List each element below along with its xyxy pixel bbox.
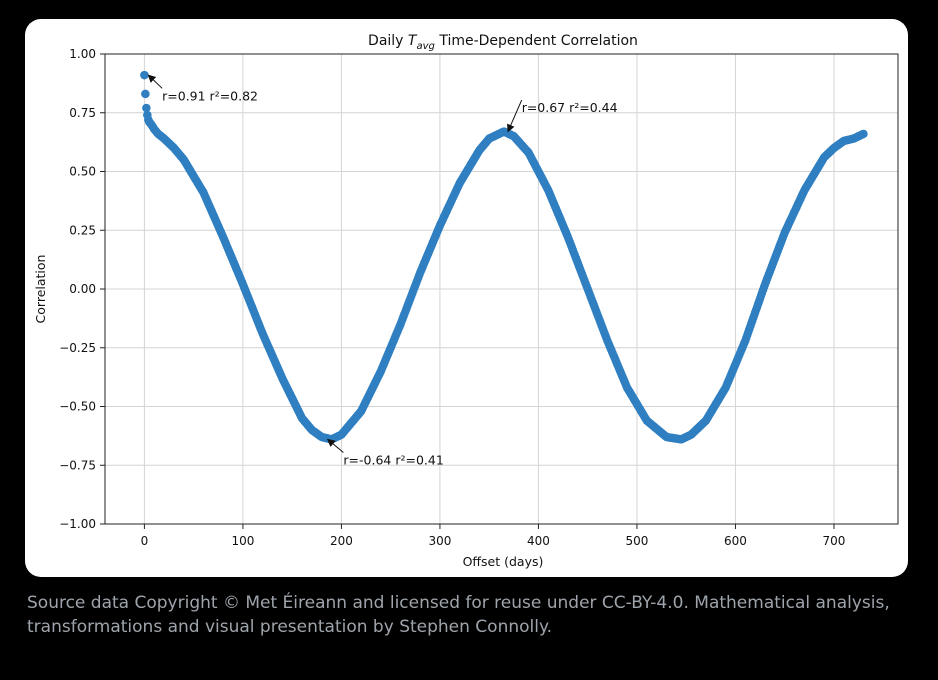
chart-title-suffix: Time-Dependent Correlation xyxy=(435,33,638,49)
source-caption: Source data Copyright © Met Éireann and … xyxy=(27,593,890,637)
x-tick-label: 300 xyxy=(428,534,451,548)
data-point xyxy=(141,89,150,99)
tick-layer: 0 100 200 300 400 500 600 700 −1.00 −0.75 −0.50 −0.… xyxy=(59,47,845,548)
chart-title-prefix: Daily xyxy=(368,33,408,49)
annotation-arrow xyxy=(507,99,523,133)
chart-title-sub: avg xyxy=(416,41,434,52)
y-tick-label: −1.00 xyxy=(59,517,96,531)
correlation-chart: Daily Tavg Time-Dependent Correlation r=… xyxy=(33,33,899,569)
x-axis-label: Offset (days) xyxy=(463,554,544,569)
grid-layer xyxy=(105,53,898,525)
chart-card: Daily Tavg Time-Dependent Correlation r=… xyxy=(25,19,908,577)
annotation-layer: r=0.91 r²=0.82 r=0.67 r²=0.44 r=-0.64 r²=0… xyxy=(147,74,618,468)
y-tick-label: −0.50 xyxy=(59,400,96,414)
y-tick-label: −0.25 xyxy=(59,341,96,355)
annotation-label: r=-0.64 r²=0.41 xyxy=(343,453,443,468)
data-layer xyxy=(140,70,868,444)
y-tick-label: −0.75 xyxy=(59,458,96,472)
annotation-label: r=0.67 r²=0.44 xyxy=(522,100,618,115)
x-tick-label: 500 xyxy=(625,534,648,548)
data-point xyxy=(142,103,151,113)
data-point xyxy=(145,117,154,127)
y-tick-label: 0.50 xyxy=(69,165,96,179)
x-tick-label: 700 xyxy=(823,534,846,548)
x-tick-label: 0 xyxy=(141,534,149,548)
x-tick-label: 400 xyxy=(527,534,550,548)
x-tick-label: 600 xyxy=(724,534,747,548)
annotation-arrow xyxy=(147,74,163,89)
x-tick-label: 100 xyxy=(231,534,254,548)
y-tick-label: 0.00 xyxy=(69,282,96,296)
annotation-label: r=0.91 r²=0.82 xyxy=(162,88,258,103)
chart-title: Daily Tavg Time-Dependent Correlation xyxy=(368,33,638,52)
y-tick-label: 1.00 xyxy=(69,47,96,61)
data-point xyxy=(140,70,149,80)
annotation-arrow xyxy=(326,438,344,453)
chart-title-var: T xyxy=(408,33,418,49)
data-point xyxy=(859,129,868,139)
y-axis-label: Correlation xyxy=(33,255,48,324)
y-tick-label: 0.25 xyxy=(69,223,96,237)
y-tick-label: 0.75 xyxy=(69,106,96,120)
x-tick-label: 200 xyxy=(330,534,353,548)
